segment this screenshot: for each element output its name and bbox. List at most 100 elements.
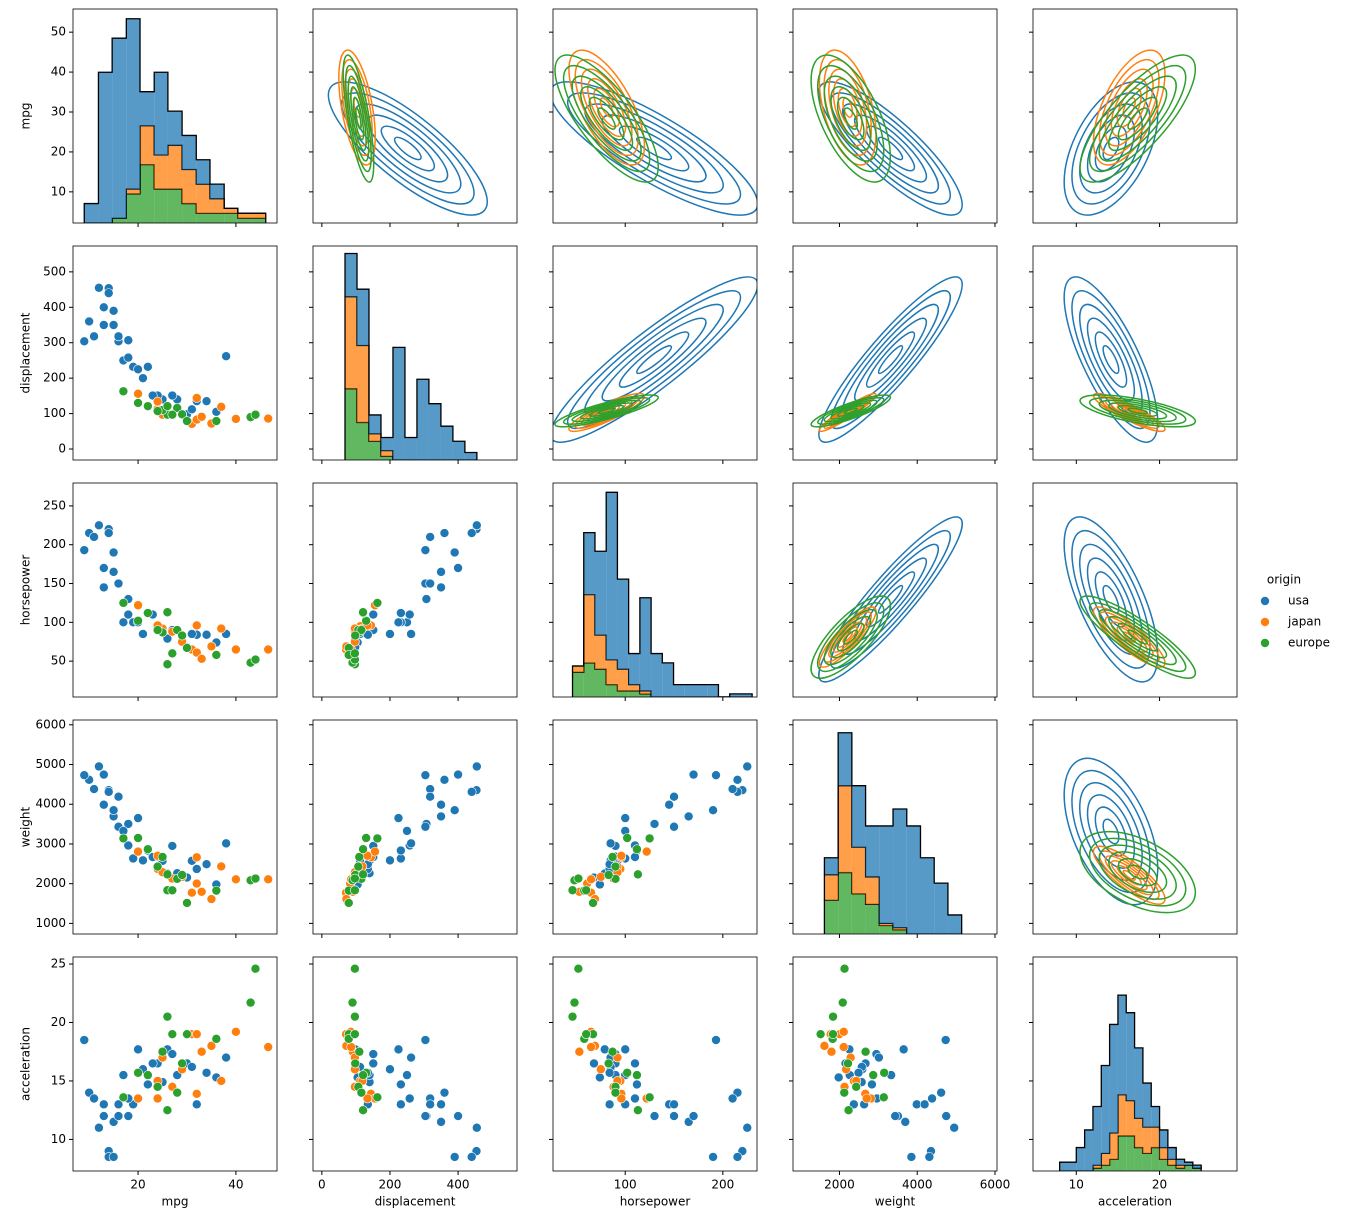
scatter-point <box>231 644 241 655</box>
hist-bar <box>617 690 629 697</box>
scatter-point <box>250 873 261 884</box>
scatter-point <box>138 855 148 866</box>
scatter-point <box>385 855 395 866</box>
scatter-point <box>630 1058 640 1069</box>
scatter-point <box>191 878 202 889</box>
axes-frame <box>72 245 278 461</box>
kde-contour <box>823 609 878 666</box>
axes-frame <box>312 719 518 935</box>
hist-bar <box>906 825 921 934</box>
scatter-point <box>108 805 119 815</box>
hist-bar <box>1067 1162 1077 1171</box>
hist-bar <box>464 452 477 460</box>
scatter-point <box>167 841 178 851</box>
hist-bar <box>224 213 238 223</box>
hist-bar <box>1101 1165 1110 1171</box>
kde-contour <box>1088 64 1187 173</box>
kde-contour <box>341 58 373 157</box>
scatter-point <box>167 390 178 401</box>
panel <box>79 963 273 1162</box>
scatter-point <box>838 1042 849 1052</box>
scatter-point <box>216 861 227 872</box>
scatter-point <box>133 615 143 626</box>
scatter-point <box>196 887 207 897</box>
scatter-point <box>118 386 129 397</box>
kde-contour <box>1110 860 1148 891</box>
kde-contour <box>568 49 646 166</box>
scatter-point <box>356 625 367 635</box>
scatter-point <box>350 885 360 896</box>
scatter-point <box>732 1152 743 1162</box>
scatter-point <box>162 659 173 670</box>
scatter-point <box>350 630 361 641</box>
scatter-point <box>162 607 173 618</box>
kde-contour <box>1071 92 1151 205</box>
kde-contour <box>1098 75 1177 162</box>
scatter-point <box>396 1099 406 1110</box>
kde-contour <box>1127 407 1149 415</box>
hist-bar <box>112 218 127 223</box>
scatter-point <box>172 403 183 413</box>
y-tick-label: 3000 <box>35 836 66 850</box>
kde-contour <box>818 516 963 683</box>
hist-bar <box>1151 1147 1160 1171</box>
hist-bar <box>606 659 618 685</box>
scatter-point <box>669 1111 679 1121</box>
panel <box>83 18 267 223</box>
scatter-point <box>644 833 655 844</box>
scatter-point <box>211 416 222 426</box>
scatter-point <box>604 1099 615 1110</box>
x-tick-label: 0 <box>318 1178 326 1192</box>
kde-contour <box>1094 806 1128 857</box>
hist-bar <box>583 662 595 697</box>
scatter-point <box>368 1058 379 1069</box>
scatter-point <box>420 1111 431 1121</box>
scatter-point <box>118 1070 129 1080</box>
scatter-point <box>350 1011 360 1022</box>
kde-contour <box>327 81 489 216</box>
scatter-point <box>436 1117 446 1127</box>
scatter-point <box>604 1067 615 1078</box>
hist-bar <box>594 669 607 697</box>
y-tick-label: 15 <box>51 1073 66 1087</box>
scatter-point <box>589 1058 599 1069</box>
scatter-point <box>358 1105 368 1115</box>
scatter-point <box>356 1087 367 1098</box>
kde-contour <box>1108 86 1168 152</box>
kde-contour <box>618 125 690 172</box>
panel <box>341 761 482 908</box>
hist-bar <box>628 690 640 697</box>
hist-bar <box>594 551 607 635</box>
scatter-point <box>603 1058 614 1069</box>
panel <box>79 283 273 429</box>
scatter-point <box>453 1111 463 1121</box>
x-tick-label: 6000 <box>980 1178 1011 1192</box>
scatter-point <box>191 864 202 874</box>
scatter-point <box>632 844 642 855</box>
panel <box>815 963 959 1162</box>
kde-contour <box>818 276 963 443</box>
kde-contour <box>1098 844 1177 900</box>
hist-bar <box>865 825 880 877</box>
hist-bar <box>1101 1065 1110 1154</box>
scatter-point <box>162 1011 173 1022</box>
kde-contour <box>865 125 916 172</box>
scatter-point <box>466 1152 477 1162</box>
hist-bar <box>368 433 381 442</box>
axes-frame <box>792 719 998 935</box>
x-axis-label: mpg <box>162 1195 189 1209</box>
panel <box>1058 994 1202 1171</box>
legend-label: europe <box>1288 636 1330 650</box>
hist-bar <box>380 437 393 451</box>
scatter-point <box>449 547 460 558</box>
x-tick-label: 2000 <box>824 1178 855 1192</box>
scatter-point <box>616 850 627 861</box>
panel <box>79 520 273 670</box>
kde-contour <box>1104 616 1154 658</box>
hist-bar <box>209 184 225 199</box>
scatter-point <box>472 520 482 531</box>
scatter-point <box>263 413 273 424</box>
scatter-point <box>177 870 187 880</box>
scatter-point <box>191 1089 202 1099</box>
